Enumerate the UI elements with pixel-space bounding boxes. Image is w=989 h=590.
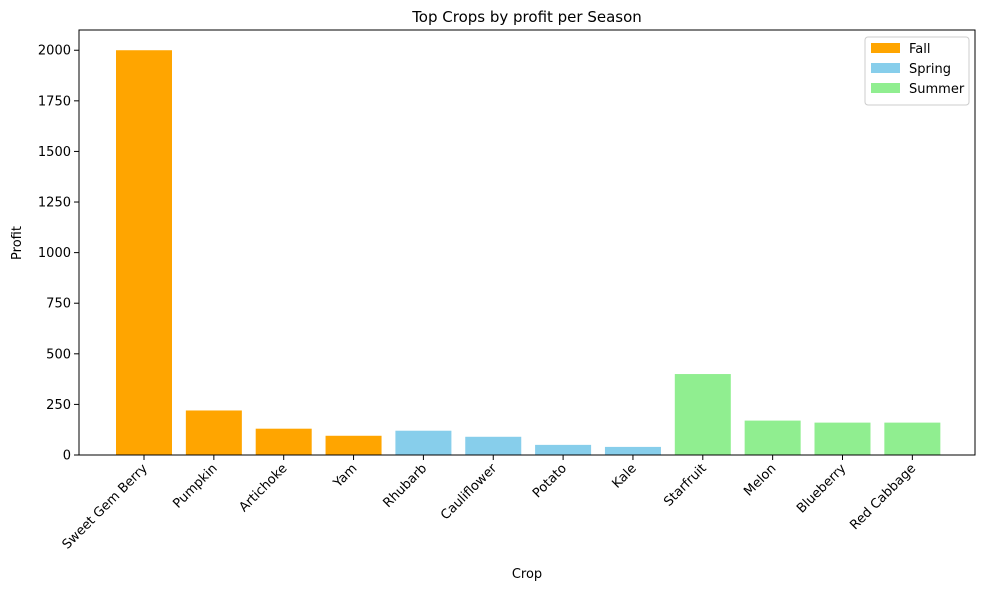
bar-spring <box>465 436 522 455</box>
y-tick-label: 250 <box>46 398 71 413</box>
x-tick-label: Pumpkin <box>170 461 220 511</box>
legend-swatch <box>871 63 900 73</box>
legend-label: Spring <box>909 62 951 77</box>
y-tick-label: 0 <box>63 449 71 464</box>
y-tick-label: 2000 <box>38 44 71 59</box>
bar-fall <box>325 435 382 455</box>
x-tick-label: Red Cabbage <box>847 461 919 533</box>
legend-swatch <box>871 43 900 53</box>
plot-frame <box>78 29 976 456</box>
y-tick-label: 500 <box>46 347 71 362</box>
x-tick-label: Melon <box>741 461 779 499</box>
bar-summer <box>744 420 801 455</box>
bar-spring <box>535 444 592 455</box>
bar-spring <box>604 446 661 455</box>
x-tick-label: Rhubarb <box>380 461 430 511</box>
x-tick-label: Potato <box>530 461 570 501</box>
y-axis: 0 250 500 750 1000 1250 1500 1750 2000 <box>38 44 79 464</box>
x-tick-label: Kale <box>609 461 639 491</box>
bars <box>116 50 941 455</box>
y-tick-label: 1000 <box>38 246 71 261</box>
bar-summer <box>814 422 871 455</box>
bar-summer <box>674 374 731 455</box>
bar-fall <box>185 410 242 455</box>
legend-label: Summer <box>909 82 965 97</box>
y-axis-label: Profit <box>10 226 25 260</box>
legend: Fall Spring Summer <box>864 36 970 106</box>
bar-spring <box>395 430 452 455</box>
bar-fall <box>255 428 312 455</box>
x-tick-label: Starfruit <box>661 461 709 509</box>
x-tick-label: Artichoke <box>237 461 291 515</box>
y-tick-label: 750 <box>46 297 71 312</box>
chart-title: Top Crops by profit per Season <box>411 8 642 26</box>
bar-summer <box>884 422 941 455</box>
y-tick-label: 1750 <box>38 94 71 109</box>
x-axis: Sweet Gem Berry Pumpkin Artichoke Yam Rhubar… <box>60 455 919 552</box>
legend-swatch <box>871 83 900 93</box>
y-tick-label: 1500 <box>38 145 71 160</box>
x-tick-label: Yam <box>330 461 360 491</box>
x-tick-label: Cauliflower <box>438 461 500 523</box>
legend-label: Fall <box>909 42 930 57</box>
bar-fall <box>116 50 172 455</box>
x-tick-label: Blueberry <box>794 461 849 516</box>
x-axis-label: Crop <box>512 567 542 582</box>
y-tick-label: 1250 <box>38 196 71 211</box>
x-tick-label: Sweet Gem Berry <box>60 461 151 552</box>
